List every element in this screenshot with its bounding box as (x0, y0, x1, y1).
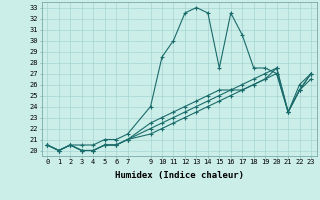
X-axis label: Humidex (Indice chaleur): Humidex (Indice chaleur) (115, 171, 244, 180)
